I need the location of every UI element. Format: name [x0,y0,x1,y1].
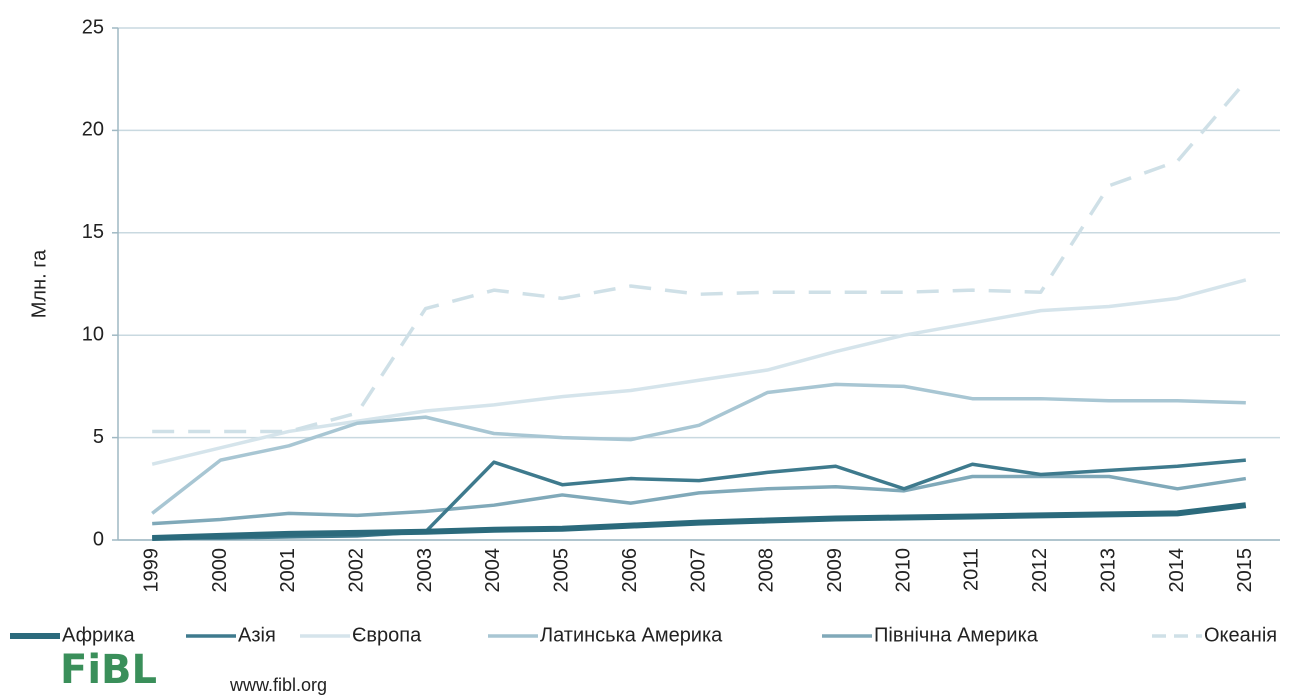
legend-label: Океанія [1204,624,1277,646]
x-tick-label: 2007 [687,548,709,593]
series-line [151,382,1246,515]
y-tick-label: 5 [93,426,104,448]
legend-label: Північна Америка [874,624,1039,646]
legend-label: Латинська Америка [540,624,723,646]
y-tick-label: 25 [82,16,104,38]
x-tick-label: 2014 [1166,548,1188,593]
x-tick-label: 2015 [1234,548,1256,593]
x-tick-label: 1999 [140,548,162,593]
series-line [152,458,1246,540]
x-tick-label: 2005 [551,548,573,593]
x-tick-label: 2012 [1029,548,1051,593]
x-tick-label: 2000 [209,548,231,593]
x-tick-label: 2008 [756,548,778,593]
legend-label: Азія [238,624,276,646]
x-tick-label: 2001 [277,548,299,593]
series-line [152,502,1247,541]
y-tick-label: 0 [93,528,104,550]
y-tick-label: 10 [82,323,104,345]
x-tick-label: 2002 [346,548,368,593]
url: www.fibl.org [229,675,327,695]
x-tick-label: 2004 [482,548,504,593]
y-axis-label: Млн. га [28,249,50,318]
series-line [152,80,1248,434]
logo: FiBL [60,647,157,693]
x-tick-label: 2006 [619,548,641,593]
x-tick-label: 2011 [961,548,983,591]
x-tick-label: 2010 [892,548,914,593]
legend-label: Європа [352,624,422,646]
x-tick-label: 2009 [824,548,846,593]
series-line [152,474,1247,526]
legend-label: Африка [62,624,136,646]
x-tick-label: 2013 [1097,548,1119,593]
series-line [151,278,1247,466]
x-tick-label: 2003 [414,548,436,593]
y-tick-label: 15 [82,221,104,243]
y-tick-label: 20 [82,119,104,141]
